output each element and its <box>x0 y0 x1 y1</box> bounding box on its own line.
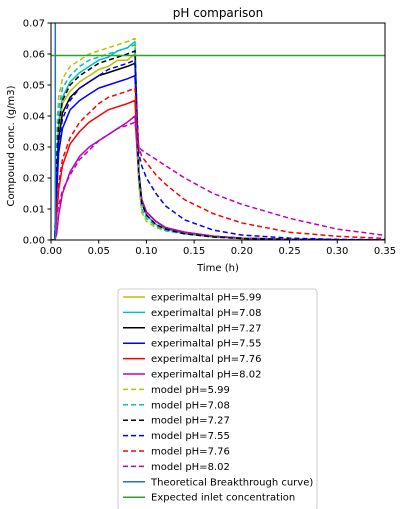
series-line-4 <box>51 74 385 240</box>
y-tick-label: 0.06 <box>23 50 45 61</box>
x-tick-label: 0.05 <box>88 246 110 257</box>
legend-entry: model pH=7.55 <box>151 431 230 442</box>
x-axis-label: Time (h) <box>196 263 239 274</box>
x-tick-label: 0.25 <box>278 246 300 257</box>
legend-entry: experimaltal pH=7.76 <box>151 354 261 365</box>
x-tick-label: 0.00 <box>40 246 62 257</box>
legend-entry: experimaltal pH=7.55 <box>151 339 261 350</box>
legend-entry: experimaltal pH=5.99 <box>151 293 261 304</box>
plot-lines <box>51 23 385 240</box>
legend-entry: experimaltal pH=8.02 <box>151 370 261 381</box>
x-tick-label: 0.30 <box>326 246 348 257</box>
series-line-6 <box>51 115 385 240</box>
legend-entry: model pH=7.08 <box>151 400 230 411</box>
legend-entry: model pH=7.76 <box>151 447 230 458</box>
series-line-3 <box>51 62 385 240</box>
x-tick-label: 0.20 <box>231 246 253 257</box>
x-tick-label: 0.10 <box>135 246 157 257</box>
x-tick-label: 0.35 <box>374 246 396 257</box>
legend: experimaltal pH=5.99 experimaltal pH=7.08… <box>117 288 318 509</box>
series-line-1 <box>51 53 385 240</box>
legend-entry: model pH=7.27 <box>151 416 230 427</box>
y-tick-label: 0.01 <box>23 205 45 216</box>
x-axis-ticks: 0.00 0.05 0.10 0.15 0.20 0.25 0.30 0.35 <box>40 240 396 257</box>
y-axis-label: Compound conc. (g/m3) <box>6 85 17 206</box>
legend-entry: Theoretical Breakthrough curve) <box>150 477 313 488</box>
series-line-13 <box>51 23 57 240</box>
y-tick-label: 0.00 <box>23 236 45 247</box>
series-line-5 <box>51 99 385 240</box>
y-tick-label: 0.04 <box>23 112 45 123</box>
series-line-2 <box>51 40 385 240</box>
y-tick-label: 0.05 <box>23 81 45 92</box>
chart-title: pH comparison <box>173 6 264 20</box>
y-tick-label: 0.07 <box>23 19 45 30</box>
legend-entry: experimaltal pH=7.27 <box>151 323 261 334</box>
y-tick-label: 0.03 <box>23 143 45 154</box>
y-axis-ticks: 0.00 0.01 0.02 0.03 0.04 0.05 0.06 0.07 <box>23 19 51 247</box>
legend-entry: model pH=5.99 <box>151 385 230 396</box>
y-tick-label: 0.02 <box>23 174 45 185</box>
legend-entry: model pH=8.02 <box>151 462 230 473</box>
axes-frame <box>50 22 386 241</box>
series-line-9 <box>51 50 385 240</box>
x-tick-label: 0.15 <box>183 246 205 257</box>
legend-entry: Expected inlet concentration <box>151 493 295 504</box>
legend-box <box>117 288 318 509</box>
legend-entry: experimaltal pH=7.08 <box>151 308 261 319</box>
series-line-11 <box>51 87 385 240</box>
